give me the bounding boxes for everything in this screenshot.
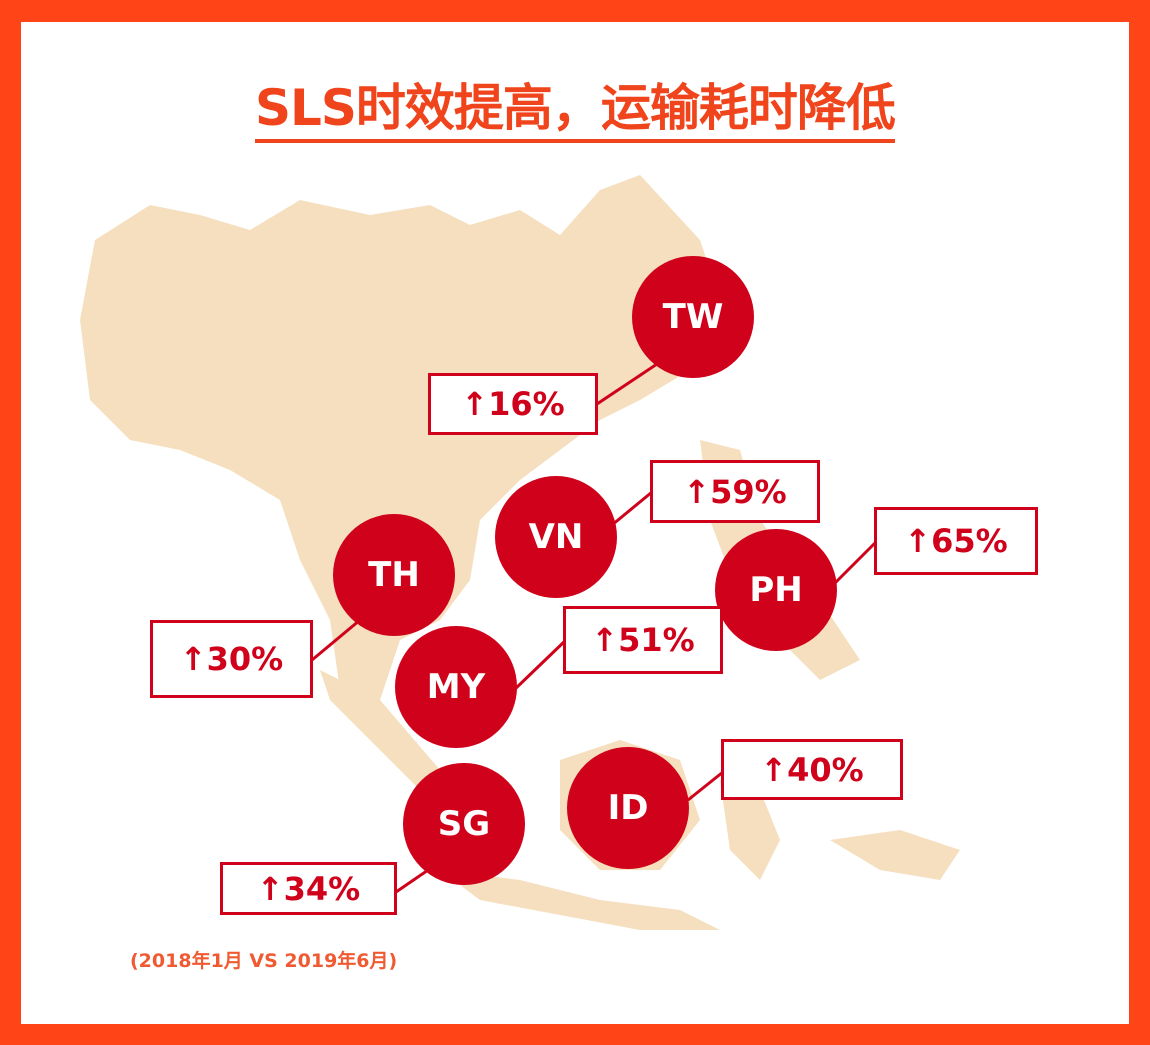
connector-id: [687, 770, 724, 802]
java-landmass: [440, 870, 720, 930]
connector-ph: [832, 540, 878, 586]
change-label-vn: ↑59%: [650, 460, 820, 523]
change-label-id: ↑40%: [721, 739, 903, 800]
change-label-ph: ↑65%: [874, 507, 1038, 575]
marker-th: TH: [333, 514, 455, 636]
marker-sg: SG: [403, 763, 525, 885]
page-title: SLS时效提高，运输耗时降低: [0, 68, 1150, 143]
marker-id: ID: [567, 747, 689, 869]
connector-my: [512, 638, 568, 692]
footnote: (2018年1月 VS 2019年6月): [130, 950, 398, 972]
connector-tw: [596, 360, 661, 406]
sumatra-landmass: [320, 670, 470, 800]
marker-tw: TW: [632, 256, 754, 378]
papua-landmass: [830, 830, 960, 880]
connector-th: [311, 618, 361, 662]
page-title-text: SLS时效提高，运输耗时降低: [255, 79, 896, 143]
mainland-landmass: [80, 175, 720, 760]
connector-vn: [611, 490, 653, 527]
marker-vn: VN: [495, 476, 617, 598]
sulawesi-landmass: [720, 780, 780, 880]
change-label-tw: ↑16%: [428, 373, 598, 435]
marker-ph: PH: [715, 529, 837, 651]
change-label-th: ↑30%: [150, 620, 313, 698]
change-label-sg: ↑34%: [220, 862, 397, 915]
change-label-my: ↑51%: [563, 606, 723, 674]
marker-my: MY: [395, 626, 517, 748]
